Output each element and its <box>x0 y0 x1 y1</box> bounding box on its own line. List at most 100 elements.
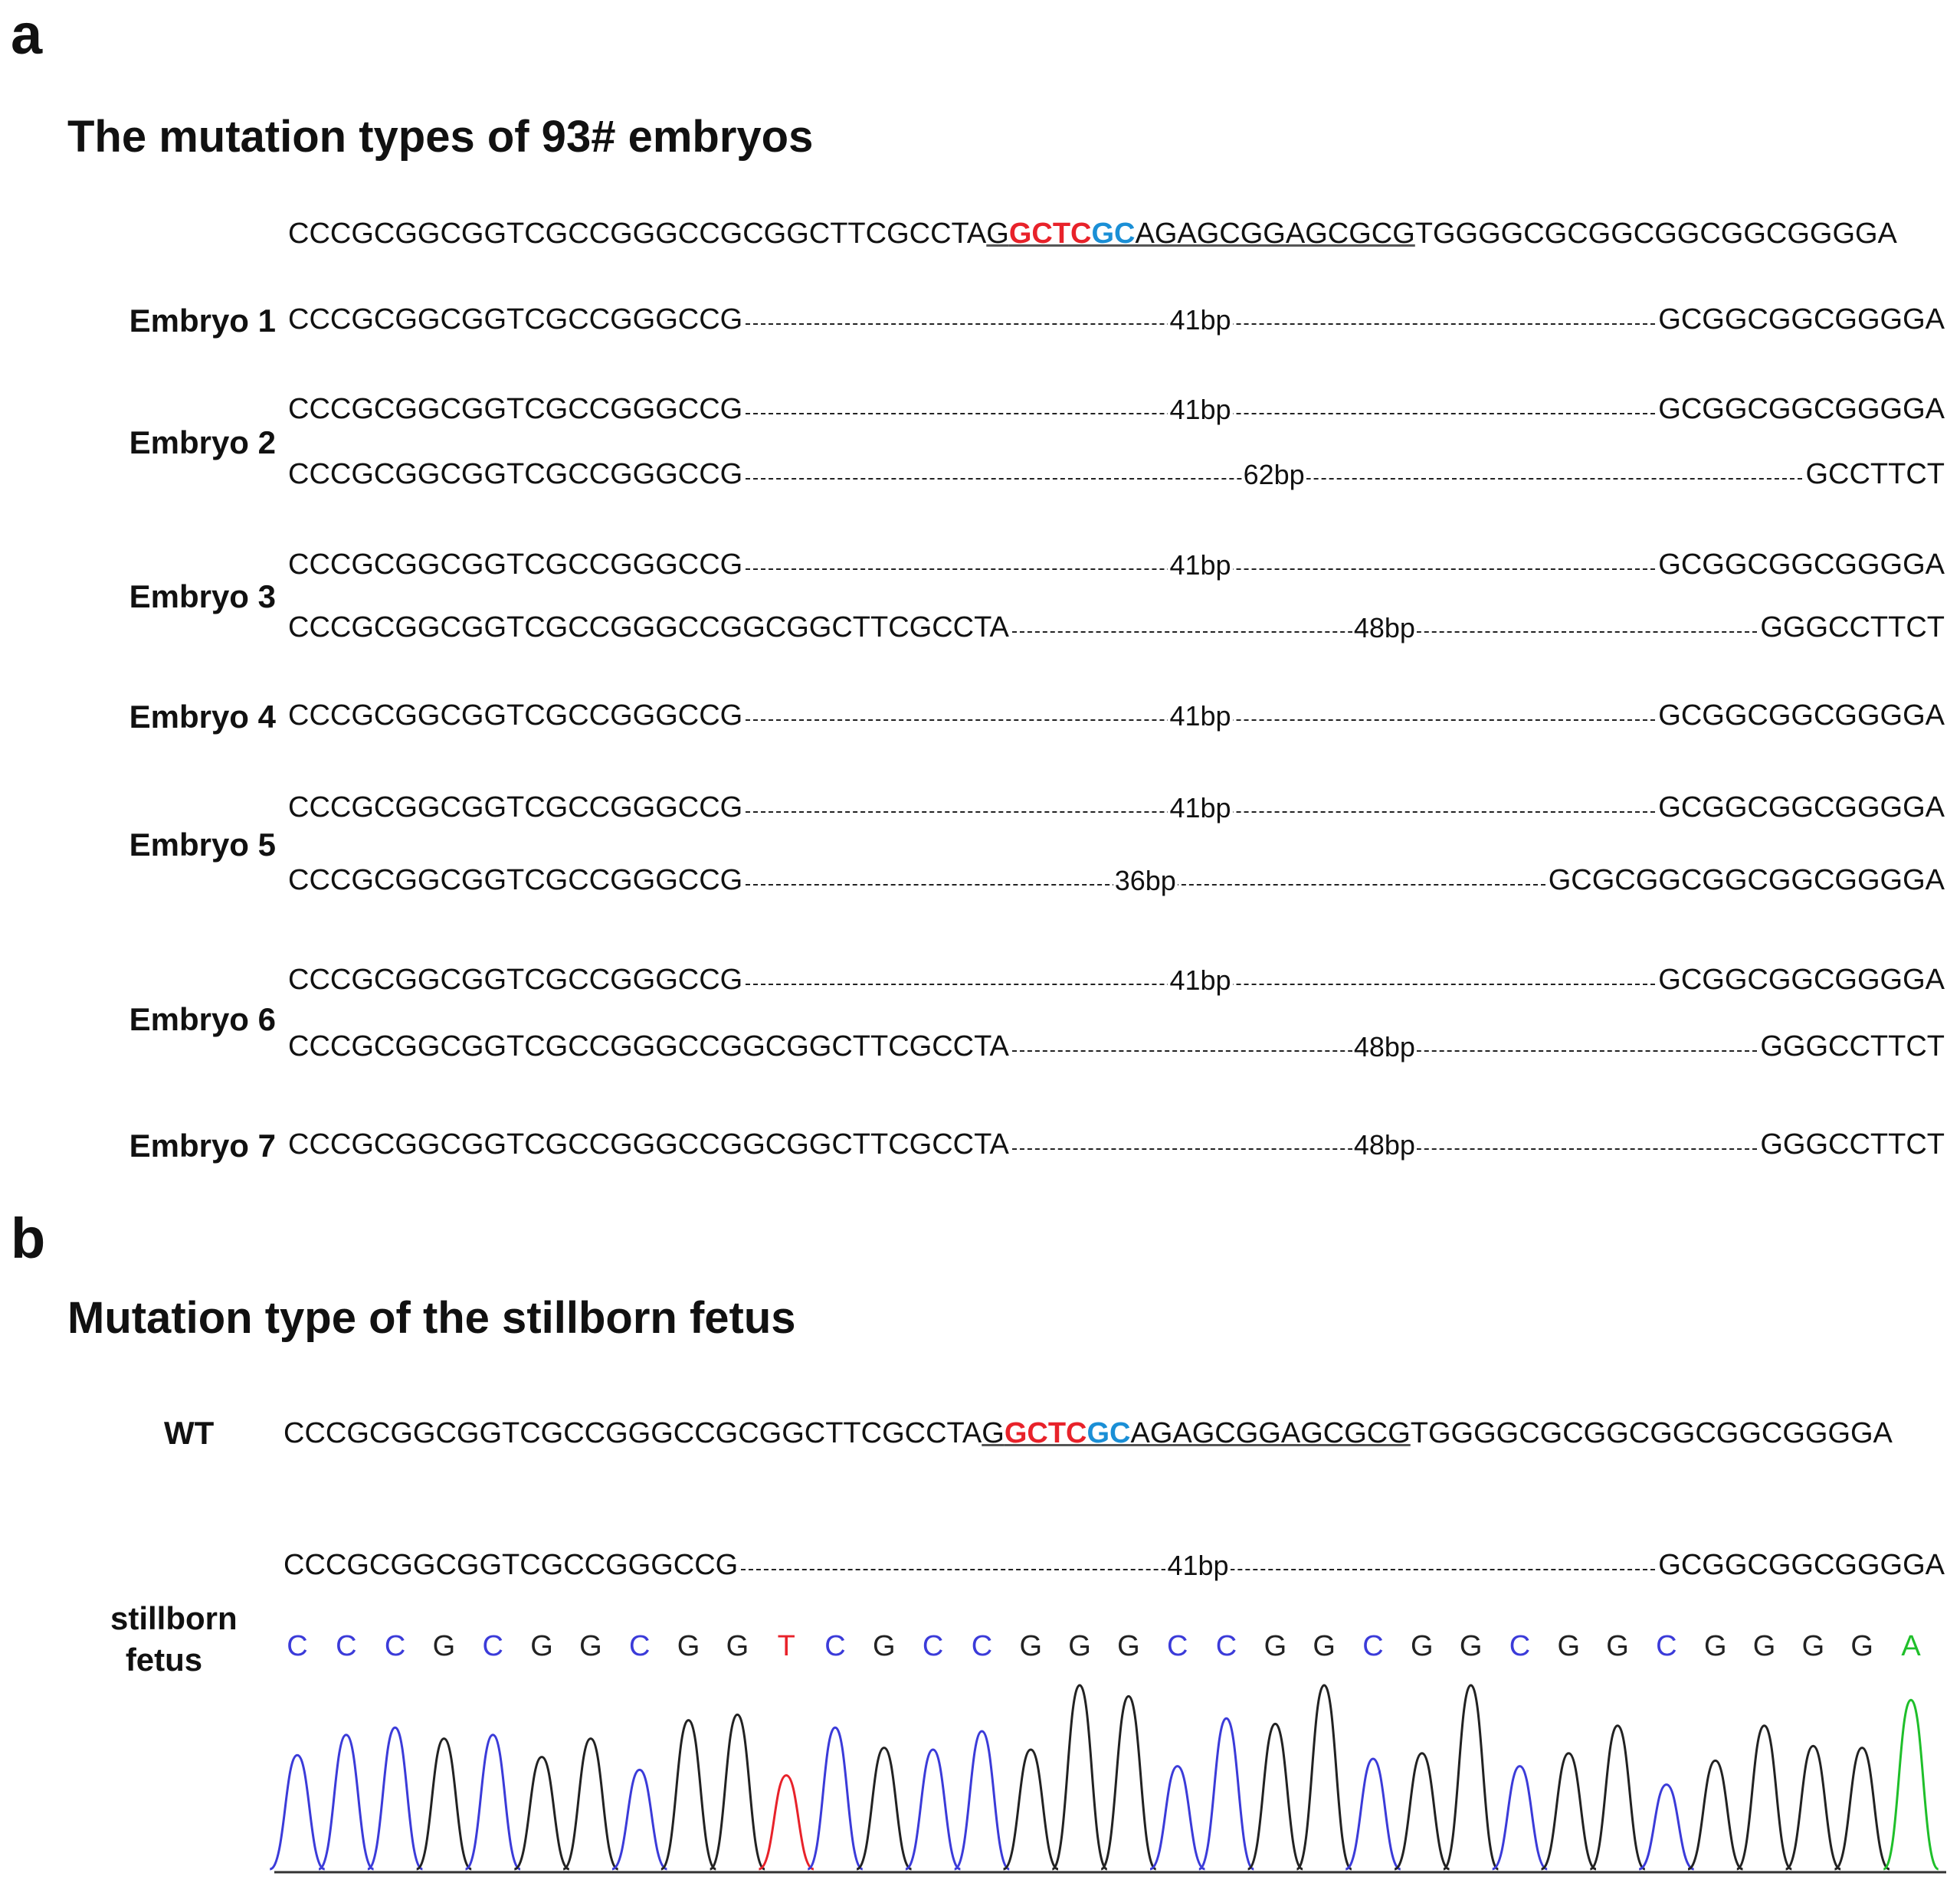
deletion-size-label: 41bp <box>1168 964 1233 996</box>
chromatogram-peak <box>318 1734 375 1871</box>
panel-a-wt-sequence: CCCGCGGCGGTCGCCGGGCCGCGGCTTCGCCTAGGCTCGC… <box>288 219 1897 248</box>
base-call: C <box>1215 1630 1237 1662</box>
deletion-left-seq: CCCGCGGCGGTCGCCGGGCCG <box>288 458 743 490</box>
deletion-right-seq: GCGGCGGCGGGGA <box>1658 964 1945 996</box>
chromatogram-peak <box>1687 1759 1744 1871</box>
base-call: C <box>1166 1630 1188 1662</box>
deletion-left-seq: CCCGCGGCGGTCGCCGGGCCG <box>288 964 743 996</box>
chromatogram-peak <box>1443 1684 1499 1871</box>
base-call: G <box>1313 1630 1336 1662</box>
deletion-size-label: 36bp <box>1113 865 1178 896</box>
panel-b-title: Mutation type of the stillborn fetus <box>67 1293 796 1343</box>
deletion-size-label: 41bp <box>1168 792 1233 823</box>
base-call: T <box>777 1630 795 1662</box>
chromatogram-peak <box>1834 1747 1890 1871</box>
deletion-size-label: 48bp <box>1352 1031 1417 1062</box>
base-call: G <box>1264 1630 1287 1662</box>
base-call: C <box>1656 1630 1677 1662</box>
base-call: G <box>726 1630 749 1662</box>
chromatogram-peak <box>1540 1752 1597 1871</box>
chromatogram-peak <box>1100 1694 1157 1871</box>
embryo-label: Embryo 4 <box>129 699 276 735</box>
base-call: C <box>628 1630 651 1662</box>
embryo-label: Embryo 5 <box>129 827 276 863</box>
panel-a-letter: a <box>11 2 43 66</box>
deletion-size-label: 48bp <box>1352 612 1417 643</box>
chromatogram-peak <box>1589 1724 1646 1871</box>
embryo-label: Embryo 2 <box>129 424 276 460</box>
chromatogram-peak <box>269 1753 326 1871</box>
embryo-label: Embryo 1 <box>129 303 276 339</box>
deletion-left-seq: CCCGCGGCGGTCGCCGGGCCG <box>288 548 743 581</box>
deletion-right-seq: GGGCCTTCT <box>1760 611 1945 643</box>
deletion-size-label: 41bp <box>1168 700 1233 732</box>
deletion-right-seq: GCGGCGGCGGGGA <box>1658 548 1945 581</box>
wt-g1: G <box>986 218 1009 250</box>
wt-red-bases: GCTC <box>1008 218 1092 250</box>
wt-suffix: TGGGGCGCGGCGGCGGCGGGGA <box>1414 218 1897 250</box>
deletion-left-seq: CCCGCGGCGGTCGCCGGGCCG <box>288 393 743 425</box>
deletion-left-seq: CCCGCGGCGGTCGCCGGGCCG <box>288 864 743 896</box>
chromatogram-peak <box>513 1756 570 1871</box>
base-call: G <box>1703 1630 1727 1662</box>
chromatogram-peak <box>1638 1783 1695 1871</box>
wt-blue-bases: GC <box>1091 218 1136 250</box>
chromatogram-peak <box>1492 1765 1548 1871</box>
chromatogram-peak <box>1198 1717 1255 1871</box>
chromatogram-peak <box>1296 1684 1352 1871</box>
chromatogram-peak <box>953 1730 1010 1871</box>
chromatogram-peak <box>416 1737 472 1871</box>
base-call: C <box>824 1630 846 1662</box>
base-call: C <box>1509 1630 1531 1662</box>
chromatogram-peak <box>709 1713 765 1871</box>
chromatogram-peak <box>1051 1684 1108 1871</box>
chromatogram-peak <box>1736 1724 1793 1871</box>
chromatogram-peak <box>856 1747 913 1871</box>
base-call: G <box>1801 1630 1825 1662</box>
deletion-size-label: 48bp <box>1352 1129 1417 1161</box>
base-call: C <box>384 1630 406 1662</box>
base-call: G <box>1459 1630 1483 1662</box>
chromatogram-peak <box>367 1726 424 1871</box>
deletion-right-seq: GCGGCGGCGGGGA <box>1658 699 1945 732</box>
chromatogram-peak <box>562 1737 619 1871</box>
deletion-left-seq: CCCGCGGCGGTCGCCGGGCCG <box>284 1549 739 1581</box>
deletion-left-seq: CCCGCGGCGGTCGCCGGGCCGGCGGCTTCGCCTA <box>288 1030 1009 1062</box>
stillborn-label: stillborn <box>110 1600 238 1636</box>
base-call: G <box>1557 1630 1581 1662</box>
deletion-size-label: 62bp <box>1241 459 1306 490</box>
base-call: C <box>1362 1630 1384 1662</box>
panel-b-wt-sequence: CCCGCGGCGGTCGCCGGGCCGCGGCTTCGCCTAGGCTCGC… <box>284 1417 1893 1449</box>
chromatogram-peak <box>1394 1752 1450 1871</box>
chromatogram-peak <box>1002 1748 1059 1871</box>
deletion-left-seq: CCCGCGGCGGTCGCCGGGCCGGCGGCTTCGCCTA <box>288 1128 1009 1161</box>
embryo-label: Embryo 3 <box>129 578 276 614</box>
chromatogram-peak <box>1785 1744 1841 1871</box>
base-call: G <box>1117 1630 1140 1662</box>
chromatogram-peak <box>807 1726 864 1871</box>
deletion-left-seq: CCCGCGGCGGTCGCCGGGCCG <box>288 699 743 732</box>
base-call: C <box>482 1630 503 1662</box>
base-call: G <box>1019 1630 1043 1662</box>
base-call: C <box>287 1630 308 1662</box>
deletion-left-seq: CCCGCGGCGGTCGCCGGGCCG <box>288 791 743 823</box>
base-call: C <box>922 1630 944 1662</box>
wt-underlined-rest: AGAGCGGAGCGCG <box>1135 218 1415 250</box>
embryo-label: Embryo 7 <box>129 1128 276 1164</box>
chromatogram-peak <box>758 1774 814 1871</box>
chromatogram-peak <box>1345 1757 1401 1871</box>
base-call: G <box>1752 1630 1776 1662</box>
deletion-size-label: 41bp <box>1168 394 1233 425</box>
wt-prefix: CCCGCGGCGGTCGCCGGGCCGCGGCTTCGCCTA <box>288 218 987 250</box>
base-call: G <box>579 1630 602 1662</box>
deletion-left-seq: CCCGCGGCGGTCGCCGGGCCGGCGGCTTCGCCTA <box>288 611 1009 643</box>
deletion-right-seq: GGGCCTTCT <box>1760 1128 1945 1161</box>
deletion-right-seq: GGGCCTTCT <box>1760 1030 1945 1062</box>
chromatogram-peak <box>1149 1765 1206 1871</box>
chromatogram-peak <box>1883 1698 1939 1871</box>
wt-label: WT <box>164 1415 215 1451</box>
base-call: G <box>677 1630 700 1662</box>
fetus-label: fetus <box>125 1642 203 1678</box>
deletion-right-seq: GCGGCGGCGGGGA <box>1658 791 1945 823</box>
